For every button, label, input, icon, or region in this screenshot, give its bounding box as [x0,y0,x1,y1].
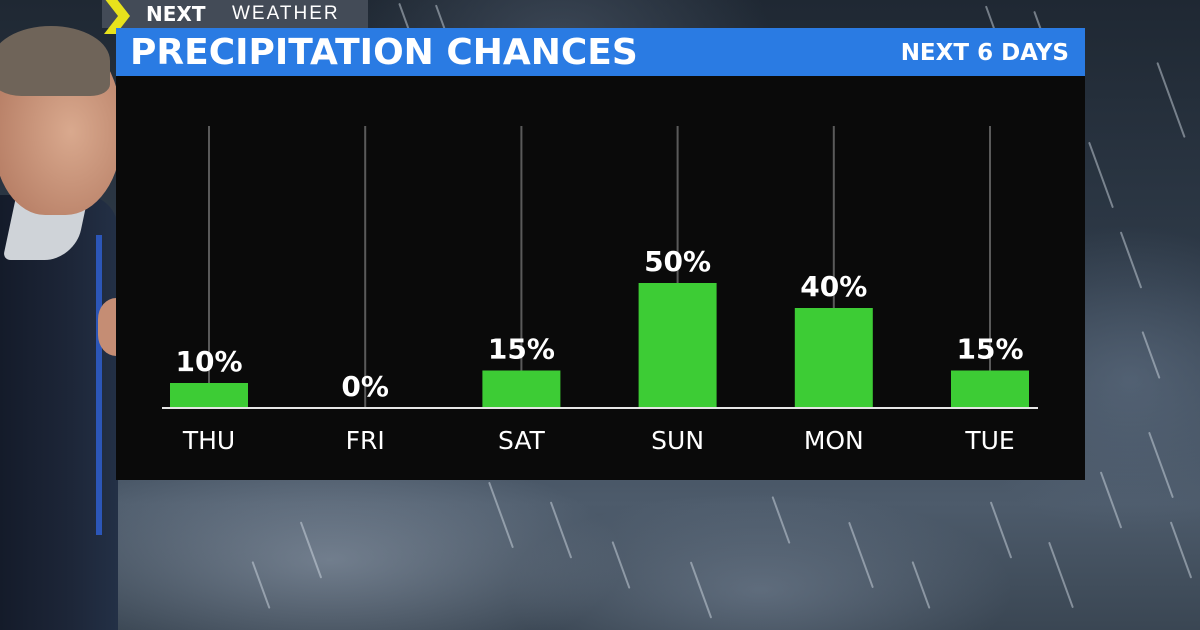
data-label: 15% [956,333,1023,366]
data-label: 0% [341,370,389,403]
bar [170,383,248,408]
x-tick-label: FRI [346,426,385,455]
chart-panel: 10% THU 0% FRI 15% SAT 50% SUN 40% MON 15% TUE [116,76,1085,480]
chart-subtitle: NEXT 6 DAYS [900,40,1069,66]
logo-section: WEATHER [232,3,340,24]
logo-brand: NEXT [146,2,206,26]
chart-title: PRECIPITATION CHANCES [130,32,638,73]
station-logo-bar: NEXT WEATHER [102,0,368,34]
data-label: 10% [175,345,242,378]
chevron-logo-icon [104,0,130,34]
data-label: 40% [800,270,867,303]
bar [951,370,1029,408]
presenter-jacket-trim [96,235,102,535]
bar [482,370,561,408]
x-tick-label: MON [804,426,864,455]
presenter-hair [0,26,110,96]
title-banner: PRECIPITATION CHANCES NEXT 6 DAYS [116,28,1085,76]
bar [794,308,873,408]
data-label: 50% [644,245,711,278]
x-tick-label: THU [182,426,235,455]
precipitation-bar-chart: 10% THU 0% FRI 15% SAT 50% SUN 40% MON 15% TUE [162,126,1038,455]
x-tick-label: TUE [964,426,1014,455]
x-tick-label: SUN [651,426,704,455]
x-tick-label: SAT [498,426,545,455]
data-label: 15% [488,333,555,366]
bar [638,283,717,408]
